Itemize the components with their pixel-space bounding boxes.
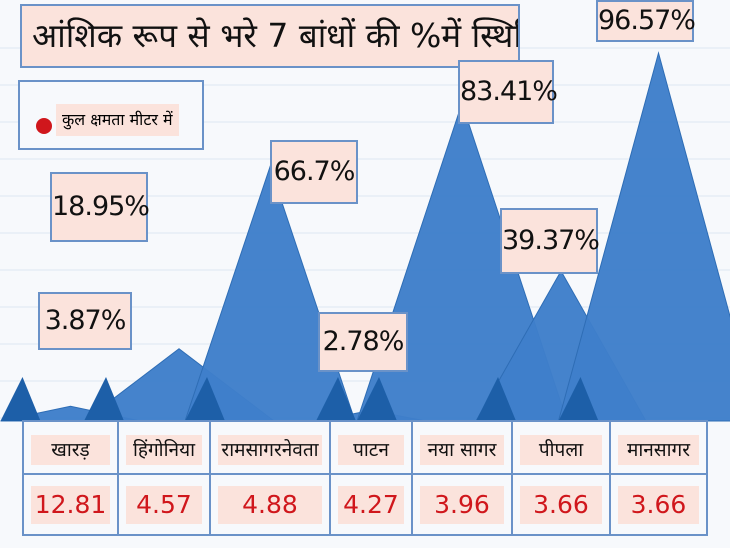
dam-name-4: पाटन <box>338 435 404 465</box>
peak-overlap-4 <box>316 377 356 421</box>
capacity-value-5: 3.96 <box>420 486 504 524</box>
percent-label-2: 18.95% <box>50 172 150 242</box>
capacity-value-6: 3.66 <box>520 486 602 524</box>
legend-dot-icon <box>36 118 52 134</box>
peak-overlap-3 <box>185 377 225 421</box>
table-border <box>22 420 708 536</box>
percent-label-4: 2.78% <box>318 312 408 372</box>
capacity-value-3: 4.88 <box>218 486 322 524</box>
percent-label-5: 83.41% <box>458 60 558 124</box>
peak-overlap-5 <box>357 377 397 421</box>
legend: कुल क्षमता मीटर में <box>18 80 204 150</box>
dam-name-2: हिंगोनिया <box>126 435 202 465</box>
percent-label-1: 3.87% <box>38 292 132 350</box>
capacity-value-1: 12.81 <box>31 486 110 524</box>
chart-title: आंशिक रूप से भरे 7 बांधों की %में स्थिति <box>20 4 520 68</box>
percent-label-7: 96.57% <box>596 0 696 42</box>
peak-overlap-7 <box>558 377 599 421</box>
dam-name-6: पीपला <box>520 435 602 465</box>
peak-overlap-2 <box>84 377 124 421</box>
dam-name-7: मानसागर <box>618 435 699 465</box>
percent-label-6: 39.37% <box>500 208 600 274</box>
dam-name-5: नया सागर <box>420 435 504 465</box>
dam-name-1: खारड़ <box>31 435 110 465</box>
capacity-value-2: 4.57 <box>126 486 202 524</box>
peak-overlap-1 <box>0 377 41 421</box>
peak-overlap-6 <box>476 377 516 421</box>
percent-label-3: 66.7% <box>270 140 358 204</box>
capacity-value-4: 4.27 <box>338 486 404 524</box>
legend-label: कुल क्षमता मीटर में <box>56 104 179 136</box>
peak-3 <box>184 165 356 422</box>
capacity-value-7: 3.66 <box>618 486 699 524</box>
dam-name-3: रामसागरनेवता <box>218 435 322 465</box>
